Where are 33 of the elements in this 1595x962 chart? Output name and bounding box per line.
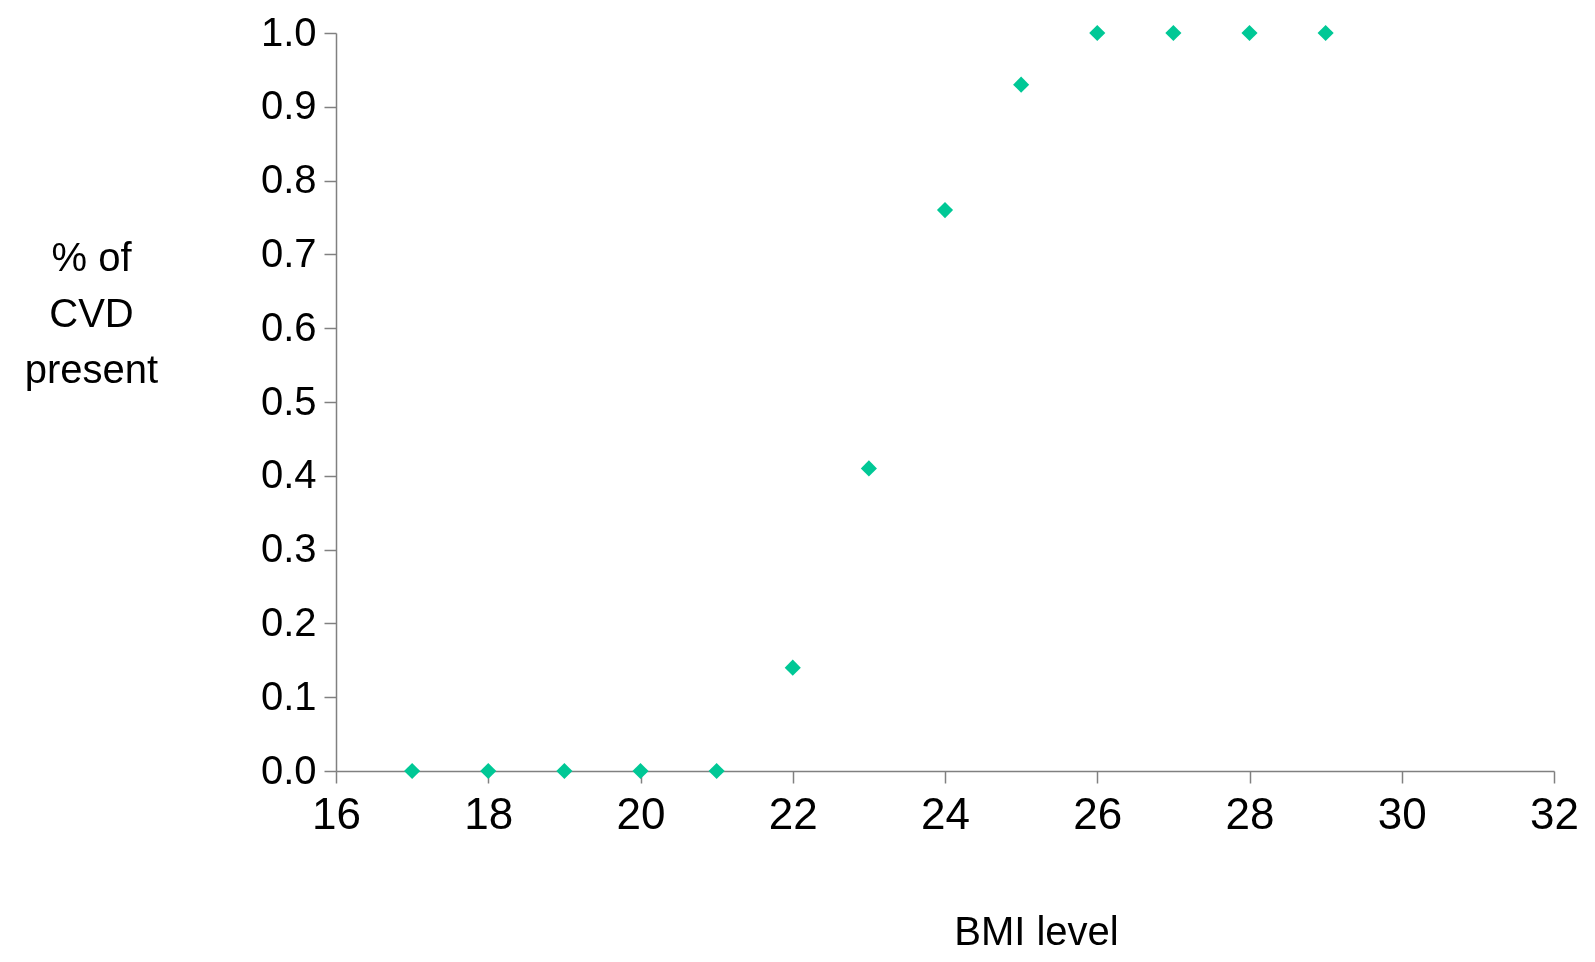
point [708, 762, 725, 780]
y-tick-label: 0.4 [260, 452, 317, 497]
y-tick-label: 0.2 [260, 599, 317, 644]
point [632, 762, 649, 780]
point [1317, 24, 1334, 42]
y-tick-label: 0.1 [260, 673, 317, 718]
x-tick-label: 32 [1530, 788, 1579, 838]
x-tick-label: 20 [616, 788, 666, 838]
point [480, 762, 497, 780]
point [556, 762, 573, 780]
x-tick-label: 22 [768, 788, 818, 838]
y-tick-label: 1.0 [260, 9, 317, 54]
y-axis-title: % of CVD present [24, 234, 159, 391]
y-tick-label: 0.9 [260, 83, 317, 128]
point [1165, 24, 1182, 42]
y-tick-label: 0.6 [260, 304, 317, 349]
x-tick-label: 18 [464, 788, 514, 838]
point [1013, 76, 1030, 93]
y-tick-label: 0.8 [260, 157, 317, 202]
point [784, 659, 801, 676]
point [860, 460, 877, 477]
point [936, 202, 954, 219]
y-tick-label: 0.3 [260, 526, 317, 571]
x-axis-title: BMI level [954, 908, 1119, 953]
point [404, 762, 421, 780]
x-tick-label: 24 [921, 788, 970, 838]
point [1089, 24, 1106, 42]
x-tick-label: 26 [1073, 788, 1123, 838]
y-tick-label: 0.5 [260, 378, 317, 423]
point [1241, 24, 1258, 42]
x-tick-label: 28 [1225, 788, 1275, 838]
y-tick-label: 0.7 [260, 230, 317, 275]
x-tick-label: 30 [1377, 788, 1427, 838]
